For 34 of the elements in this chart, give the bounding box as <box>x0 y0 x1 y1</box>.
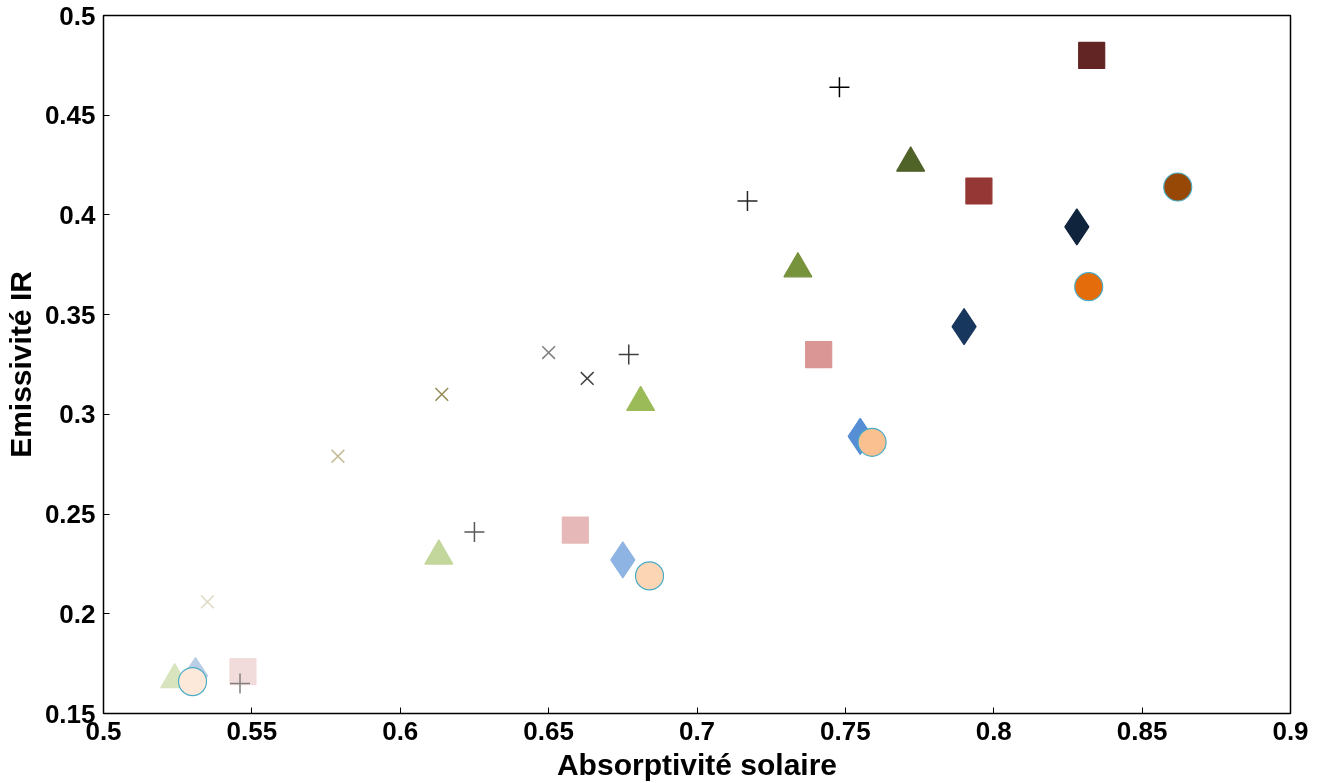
x-tick-label: 0.7 <box>678 715 716 746</box>
point <box>857 427 887 457</box>
x-tick-label: 0.75 <box>820 715 871 746</box>
x-tick-label: 0.65 <box>523 715 574 746</box>
x-tick-label: 0.55 <box>226 715 278 746</box>
point <box>177 667 208 697</box>
point <box>828 76 851 99</box>
y-tick-label: 0.25 <box>44 499 96 530</box>
point <box>200 594 215 609</box>
y-tick-label: 0.3 <box>59 399 96 430</box>
y-tick-label: 0.35 <box>44 299 96 330</box>
point <box>561 516 589 544</box>
point <box>634 561 665 591</box>
y-tick-label: 0.2 <box>59 598 96 629</box>
y-tick-label: 0.45 <box>44 100 96 131</box>
y-axis-title: Emissivité IR <box>3 270 37 458</box>
point <box>463 521 486 543</box>
point <box>1078 41 1106 69</box>
point <box>541 345 556 360</box>
point <box>1163 172 1193 202</box>
point <box>965 177 993 205</box>
y-tick-label: 0.5 <box>59 0 96 31</box>
point <box>434 387 449 402</box>
point <box>229 658 257 686</box>
point <box>805 340 833 369</box>
x-tick-label: 0.9 <box>1272 715 1309 746</box>
x-tick-label: 0.8 <box>975 715 1012 746</box>
y-tick-label: 0.4 <box>59 199 97 230</box>
point <box>736 190 759 212</box>
x-tick-label: 0.85 <box>1116 715 1168 746</box>
point <box>1074 272 1104 302</box>
x-axis-title: Absorptivité solaire <box>556 747 838 781</box>
x-tick-label: 0.6 <box>382 715 419 746</box>
point <box>330 449 346 464</box>
